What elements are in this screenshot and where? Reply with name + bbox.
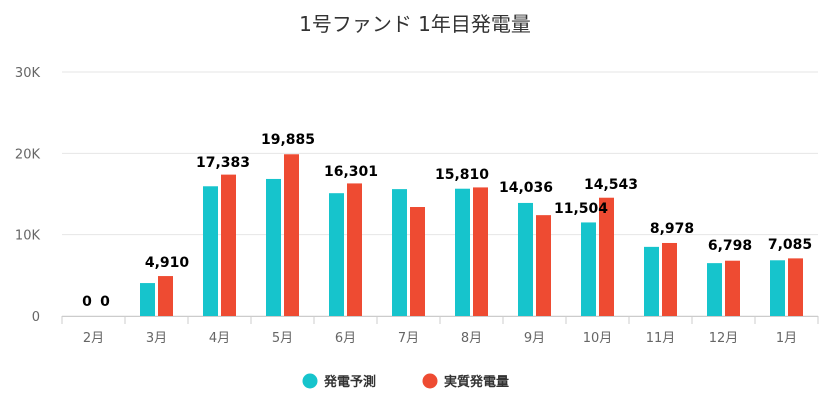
y-tick-label: 20K	[15, 147, 41, 162]
data-label: 11,504	[554, 201, 608, 217]
bar-actual[interactable]	[599, 197, 614, 316]
data-label: 14,036	[499, 180, 553, 196]
bar-forecast[interactable]	[644, 246, 659, 316]
x-tick-label: 3月	[146, 331, 167, 346]
data-label: 0	[82, 294, 92, 310]
x-tick-label: 4月	[209, 331, 230, 346]
data-label: 16,301	[324, 164, 378, 180]
y-tick-label: 0	[32, 310, 40, 325]
x-axis: 2月 3月 4月 5月 6月 7月 8月 9月 10月 11月 12月 1月	[61, 316, 819, 346]
y-axis: 0 10K 20K 30K	[15, 66, 41, 325]
bar-actual[interactable]	[158, 276, 173, 316]
y-tick-label: 10K	[15, 229, 41, 244]
x-tick-label: 6月	[335, 331, 356, 346]
bar-forecast[interactable]	[266, 178, 281, 316]
bar-forecast[interactable]	[707, 263, 722, 316]
bar-forecast[interactable]	[581, 222, 596, 316]
data-label: 4,910	[145, 255, 190, 271]
data-label: 19,885	[261, 132, 315, 148]
data-label: 0	[100, 294, 110, 310]
legend-label: 実質発電量	[444, 374, 509, 390]
x-tick-label: 8月	[461, 331, 482, 346]
legend-marker	[422, 373, 438, 389]
data-label: 17,383	[196, 155, 250, 171]
bar-actual[interactable]	[536, 215, 551, 316]
bar-actual[interactable]	[347, 183, 362, 316]
legend[interactable]: 発電予測 実質発電量	[302, 373, 510, 391]
x-tick-label: 5月	[272, 331, 293, 346]
bar-actual[interactable]	[725, 260, 740, 316]
data-label: 8,978	[650, 221, 694, 237]
bars	[140, 154, 803, 316]
bar-forecast[interactable]	[392, 189, 407, 316]
x-tick-label: 12月	[709, 331, 739, 346]
bar-actual[interactable]	[410, 207, 425, 316]
bar-forecast[interactable]	[518, 202, 533, 316]
bar-forecast[interactable]	[770, 260, 785, 316]
legend-item-forecast[interactable]: 発電予測	[302, 373, 377, 391]
x-tick-label: 10月	[583, 331, 613, 346]
data-label: 15,810	[435, 167, 489, 183]
x-tick-label: 1月	[776, 331, 797, 346]
bar-forecast[interactable]	[203, 186, 218, 316]
bar-forecast[interactable]	[455, 188, 470, 316]
bar-forecast[interactable]	[140, 283, 155, 316]
y-tick-label: 30K	[15, 66, 41, 81]
legend-marker	[302, 373, 318, 389]
chart-title: 1号ファンド 1年目発電量	[299, 12, 531, 36]
x-tick-label: 7月	[398, 331, 419, 346]
data-label: 14,543	[584, 177, 638, 193]
bar-actual[interactable]	[284, 154, 299, 316]
data-labels: 0 0 4,910 17,383 19,885 16,301 15,810 14,03611,…	[82, 132, 812, 310]
x-tick-label: 11月	[646, 331, 676, 346]
legend-label: 発電予測	[323, 374, 376, 390]
bar-actual[interactable]	[473, 187, 488, 316]
x-tick-label: 2月	[83, 331, 104, 346]
bar-forecast[interactable]	[329, 193, 344, 316]
bar-actual[interactable]	[662, 242, 677, 316]
grid-lines	[62, 71, 818, 317]
bar-actual[interactable]	[788, 258, 803, 316]
bar-actual[interactable]	[221, 174, 236, 316]
data-label: 6,798	[708, 238, 752, 254]
data-label: 7,085	[768, 237, 812, 253]
legend-item-actual[interactable]: 実質発電量	[422, 373, 510, 391]
x-tick-label: 9月	[524, 331, 545, 346]
